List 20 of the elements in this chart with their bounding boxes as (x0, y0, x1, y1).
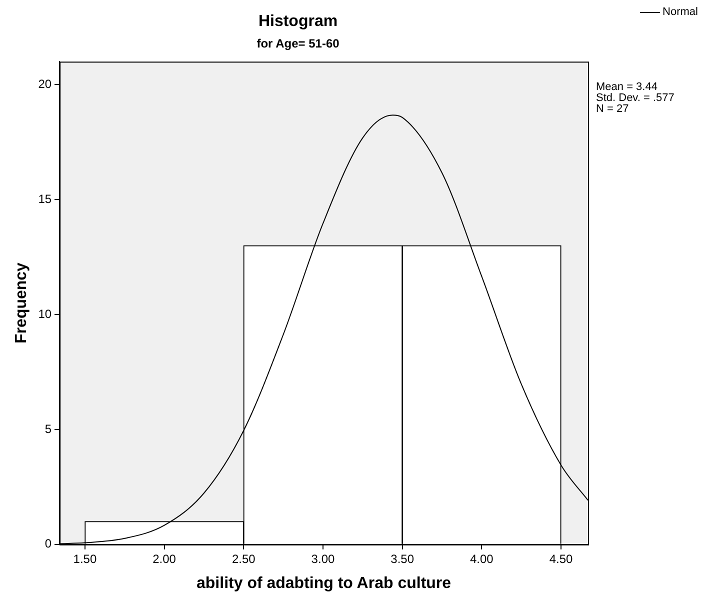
y-tick-label: 20 (38, 76, 52, 91)
y-axis-title: Frequency (13, 262, 30, 344)
text: N = 27 (596, 103, 629, 116)
chart-subtitle: for Age= 51-60 (256, 36, 340, 51)
legend-label: Normal (662, 6, 698, 18)
x-tick-label: 3.50 (390, 552, 414, 566)
chart-title: Histogram (258, 13, 338, 30)
x-axis-title: ability of adabting to Arab culture (196, 574, 452, 592)
y-tick-label: 0 (44, 536, 52, 551)
y-tick-label: 15 (38, 192, 52, 206)
x-tick-label: 4.50 (549, 552, 574, 566)
y-tick-label: 10 (38, 306, 52, 321)
x-tick-label: 1.50 (73, 552, 97, 566)
x-tick-label: 2.50 (232, 552, 256, 566)
x-tick-label: 3.00 (311, 552, 335, 566)
text: Std. Dev. = .577 (596, 92, 674, 104)
x-tick-label: 4.00 (470, 552, 494, 566)
y-tick-label: 5 (44, 422, 52, 436)
text: Mean = 3.44 (596, 81, 658, 94)
x-tick-label: 2.00 (152, 552, 176, 566)
